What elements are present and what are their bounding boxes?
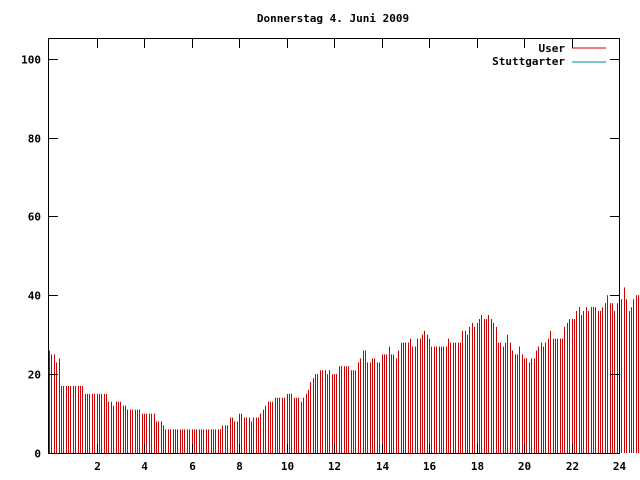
y-tick-label: 0 — [34, 448, 41, 461]
x-tick-label: 4 — [141, 460, 148, 473]
y-tick-label: 20 — [28, 369, 41, 382]
bar-series-user — [49, 287, 639, 453]
x-tick-label: 10 — [281, 460, 294, 473]
chart-title: Donnerstag 4. Juni 2009 — [257, 12, 409, 25]
x-tick-label: 8 — [236, 460, 243, 473]
x-tick-label: 14 — [376, 460, 390, 473]
legend-label-user: User — [539, 42, 566, 55]
y-tick-label: 40 — [28, 290, 41, 303]
x-tick-label: 24 — [613, 460, 627, 473]
x-axis: 2 4 6 8 10 12 14 16 18 20 22 24 — [94, 39, 626, 473]
x-tick-label: 2 — [94, 460, 101, 473]
plot-frame — [48, 38, 620, 454]
y-tick-label: 80 — [28, 133, 41, 146]
legend: User Stuttgarter — [492, 42, 606, 68]
y-tick-label: 100 — [21, 54, 41, 67]
legend-label-stuttgarter: Stuttgarter — [492, 55, 565, 68]
x-tick-label: 22 — [566, 460, 579, 473]
x-tick-label: 12 — [328, 460, 341, 473]
y-axis: 0 20 40 60 80 100 — [21, 54, 619, 461]
x-tick-label: 6 — [189, 460, 196, 473]
y-tick-label: 60 — [28, 211, 41, 224]
x-tick-label: 18 — [471, 460, 484, 473]
x-tick-label: 20 — [518, 460, 531, 473]
x-tick-label: 16 — [423, 460, 437, 473]
